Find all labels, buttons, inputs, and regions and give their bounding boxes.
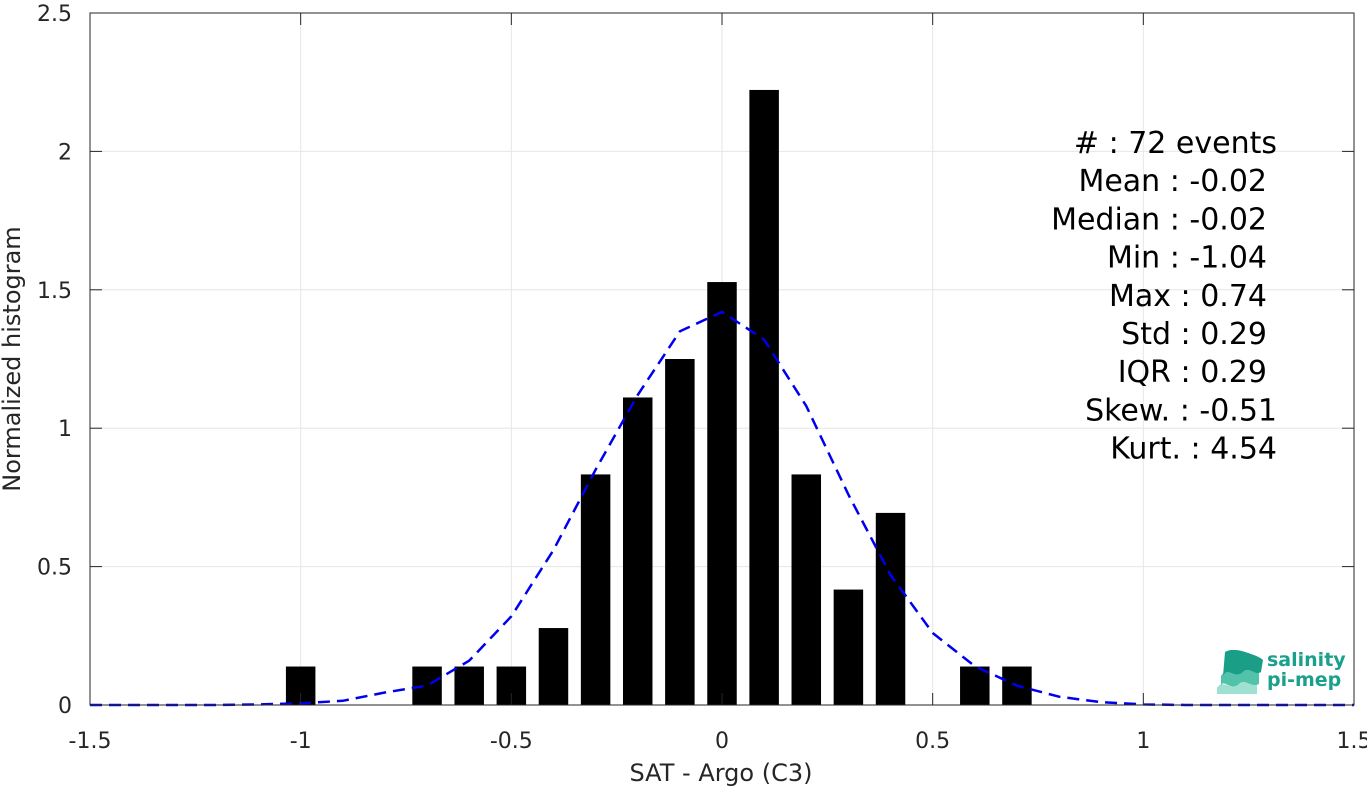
normal-fit-curve <box>90 310 1354 707</box>
axes <box>89 12 1355 706</box>
y-tick-label: 0.5 <box>37 556 72 581</box>
stat-line: Max : 0.74 <box>1109 279 1267 314</box>
logo-line-2: pi-mep <box>1267 669 1341 691</box>
x-tick-labels: -1.5 -1 -0.5 0 0.5 1 1.5 <box>69 729 1367 754</box>
x-tick-label: 0.5 <box>915 729 950 754</box>
x-axis-label: SAT - Argo (C3) <box>630 759 813 787</box>
y-axis-label: Normalized histogram <box>0 226 26 491</box>
x-tick-label: 1 <box>1136 729 1150 754</box>
stat-line: Min : -1.04 <box>1107 241 1267 276</box>
y-tick-labels: 0 0.5 1 1.5 2 2.5 <box>37 2 72 719</box>
histogram-bar <box>538 628 569 705</box>
stat-line: Skew. : -0.51 <box>1085 393 1277 428</box>
histogram-bar <box>665 359 695 705</box>
histogram-bar <box>707 282 737 705</box>
x-tick-label: -1.5 <box>69 729 112 754</box>
histogram-bars <box>285 89 1032 706</box>
histogram-bar <box>791 474 822 705</box>
x-tick-label: -0.5 <box>490 729 533 754</box>
wave-icon <box>1217 649 1263 694</box>
histogram-bar <box>454 666 484 705</box>
histogram-bar <box>622 397 653 705</box>
stat-line: Kurt. : 4.54 <box>1110 432 1277 467</box>
y-tick-label: 1.5 <box>37 279 72 304</box>
histogram-bar <box>412 666 442 705</box>
histogram-bar <box>580 474 611 705</box>
stat-line: # : 72 events <box>1074 126 1277 161</box>
histogram-bar <box>749 89 779 706</box>
x-tick-label: 0 <box>715 729 729 754</box>
y-tick-label: 2 <box>58 140 72 165</box>
fit-curve <box>90 310 1354 707</box>
x-tick-label: 1.5 <box>1337 729 1367 754</box>
logo-line-1: salinity <box>1267 649 1346 671</box>
histogram-bar <box>833 589 864 705</box>
y-tick-label: 0 <box>58 694 72 719</box>
x-tick-label: -1 <box>290 729 312 754</box>
y-tick-label: 1 <box>58 417 72 442</box>
histogram-bar <box>875 512 906 705</box>
stat-line: Mean : -0.02 <box>1078 164 1267 199</box>
histogram-bar <box>960 666 990 705</box>
stat-line: Median : -0.02 <box>1051 202 1267 237</box>
stat-line: Std : 0.29 <box>1121 317 1267 352</box>
salinity-pi-mep-logo: salinity pi-mep <box>1217 649 1346 694</box>
y-tick-label: 2.5 <box>37 2 72 27</box>
stat-line: IQR : 0.29 <box>1118 355 1267 390</box>
